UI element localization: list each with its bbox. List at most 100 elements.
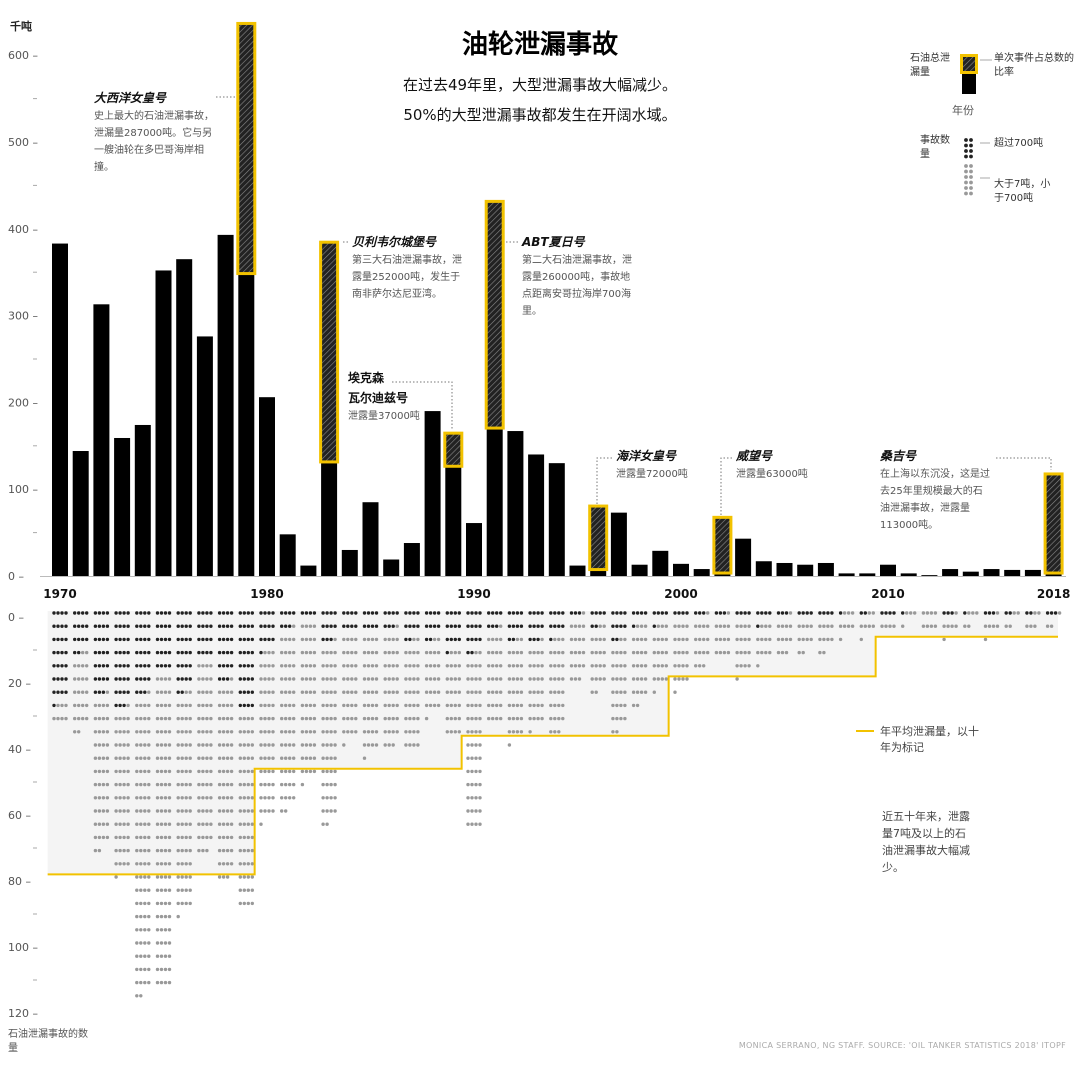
dot-medium-spill [706,637,710,642]
dot-medium-spill [954,611,958,615]
dot-medium-spill [540,650,544,655]
dot-medium-spill [263,664,267,668]
dot-large-spill [242,703,246,708]
dot-large-spill [404,624,408,628]
dot-medium-spill [470,769,474,774]
dot-medium-spill [495,637,499,642]
dot-medium-spill [312,769,317,774]
dot-large-spill [519,624,524,628]
dot-medium-spill [739,650,743,655]
dot-medium-spill [342,690,346,694]
dot-medium-spill [304,730,309,734]
dot-medium-spill [122,730,126,734]
dot-large-spill [77,650,81,655]
dot-medium-spill [221,835,226,840]
dot-medium-spill [474,769,478,774]
dot-medium-spill [457,650,461,655]
dot-y-axis-label: 石油泄漏事故的数量 [8,1029,88,1054]
dot-medium-spill [97,769,102,774]
dot-medium-spill [739,664,743,668]
dot-medium-spill [180,875,184,879]
dot-large-spill [93,677,98,681]
dot-medium-spill [329,664,333,668]
dot-medium-spill [321,703,325,708]
dot-medium-spill [507,743,512,747]
highlight-share-2018 [1046,475,1061,572]
dot-medium-spill [342,743,346,747]
dot-medium-spill [528,703,532,708]
dot-medium-spill [288,677,292,681]
dot-medium-spill [822,637,826,642]
dot-medium-spill [167,888,172,892]
dot-medium-spill [167,848,172,853]
dot-medium-spill [470,756,474,760]
dot-medium-spill [366,650,371,655]
dot-large-spill [114,677,118,681]
dot-medium-spill [246,835,250,840]
dot-column-1991 [487,611,503,721]
dot-medium-spill [246,796,250,800]
dot-medium-spill [143,756,147,760]
dot-medium-spill [391,650,395,655]
dot-medium-spill [159,901,164,906]
annotation-name: 桑吉号 [880,449,917,463]
dot-medium-spill [93,743,98,747]
dot-medium-spill [561,677,565,681]
dot-medium-spill [971,611,975,615]
bar-2000 [673,563,689,576]
dot-medium-spill [491,664,495,668]
dot-column-2014 [963,611,979,628]
dot-medium-spill [747,664,751,668]
dot-medium-spill [159,716,164,721]
dot-large-spill [217,677,222,681]
dot-medium-spill [312,677,317,681]
dot-large-spill [114,650,118,655]
dot-medium-spill [176,756,180,760]
bar-y-tick-label: 500 – [8,136,38,149]
dot-medium-spill [77,730,81,734]
dot-large-spill [507,624,512,628]
dot-medium-spill [201,809,205,813]
dot-medium-spill [346,716,350,721]
dot-medium-spill [81,650,85,655]
dot-medium-spill [756,637,760,642]
dot-medium-spill [126,730,130,734]
dot-large-spill [366,624,371,628]
dot-large-spill [52,650,56,655]
dot-medium-spill [519,637,524,642]
dot-medium-spill [184,848,188,853]
bar-2016 [1004,569,1021,576]
dot-large-spill [60,611,64,615]
dot-medium-spill [250,809,254,813]
dot-medium-spill [635,650,640,655]
dot-medium-spill [167,967,172,972]
dot-medium-spill [333,677,337,681]
dot-medium-spill [619,650,623,655]
dot-medium-spill [615,690,619,694]
dot-medium-spill [155,822,160,826]
dot-medium-spill [387,677,391,681]
dot-medium-spill [519,677,524,681]
dot-medium-spill [950,624,954,628]
leader-sea-empress [596,457,612,504]
dot-medium-spill [474,664,478,668]
dot-medium-spill [267,809,271,813]
dot-medium-spill [159,703,164,708]
legend-dot-large [964,138,968,142]
dot-column-1990 [466,611,482,826]
dot-medium-spill [350,650,354,655]
dot-medium-spill [449,677,453,681]
dot-medium-spill [714,637,719,642]
dot-medium-spill [549,690,553,694]
dot-medium-spill [308,743,313,747]
dot-large-spill [163,637,168,642]
dot-medium-spill [639,677,644,681]
dot-large-spill [209,650,213,655]
dot-medium-spill [412,730,416,734]
dot-large-spill [271,611,275,615]
dot-large-spill [370,624,375,628]
dot-medium-spill [139,848,143,853]
dot-large-spill [284,624,288,628]
dot-medium-spill [780,637,785,642]
dot-medium-spill [428,664,433,668]
